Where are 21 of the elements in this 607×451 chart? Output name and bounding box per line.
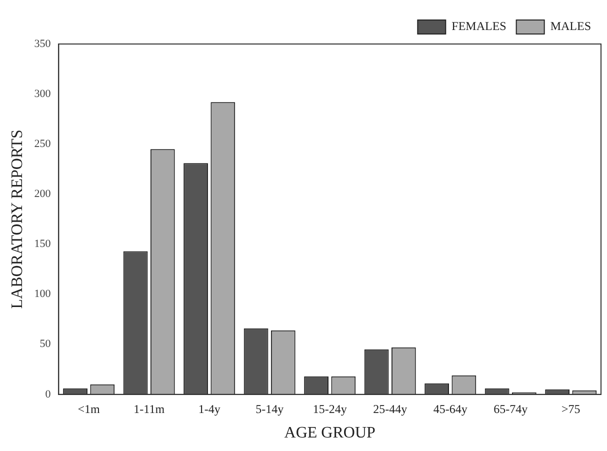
y-tick-label: 100: [34, 288, 52, 300]
legend-label: FEMALES: [452, 19, 506, 34]
x-tick-label: 5-14y: [256, 402, 284, 416]
y-tick-label: 50: [40, 338, 52, 350]
y-tick-label: 0: [45, 388, 52, 400]
y-tick-label: 200: [34, 188, 52, 200]
x-tick-label: >75: [561, 402, 580, 416]
x-tick-label: 45-64y: [433, 402, 468, 416]
y-tick-label: 300: [34, 88, 52, 100]
x-tick-label: 65-74y: [494, 402, 528, 416]
x-tick-label: <1m: [78, 402, 101, 416]
y-tick-label: 250: [34, 138, 52, 150]
x-tick-label: 15-24y: [312, 402, 347, 416]
y-tick-label: 150: [34, 238, 52, 250]
x-tick-label: 1-4y: [198, 402, 220, 416]
y-axis-title: LABORATORY REPORTS: [8, 130, 26, 309]
x-tick-label: 25-44y: [373, 402, 408, 416]
legend-label: MALES: [550, 19, 591, 34]
y-tick-label: 350: [34, 38, 52, 50]
x-tick-label: 1-11m: [134, 402, 166, 416]
x-axis-title: AGE GROUP: [284, 424, 376, 442]
